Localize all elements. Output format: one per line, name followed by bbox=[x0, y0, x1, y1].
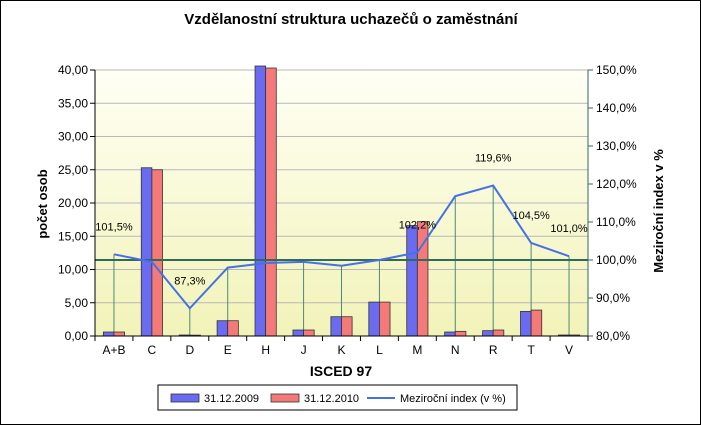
bar-2010 bbox=[379, 301, 391, 337]
x-tick-label: C bbox=[148, 343, 157, 357]
index-line bbox=[113, 184, 570, 310]
y2-tick-label: 80,0% bbox=[596, 329, 630, 343]
bar-2010 bbox=[303, 329, 315, 337]
bar-2010 bbox=[492, 329, 505, 337]
y-ticks-left: 0,00 5,00 10,00 15,00 20,00 25,00 30,00 35,00 40… bbox=[58, 63, 95, 343]
x-tick-label: H bbox=[261, 343, 270, 357]
y2-tick-label: 90,0% bbox=[596, 291, 630, 305]
legend-swatch-2010 bbox=[270, 393, 300, 403]
y-tick-label: 40,00 bbox=[58, 63, 88, 77]
bar-2010 bbox=[530, 309, 543, 337]
y-tick-label: 5,00 bbox=[65, 296, 89, 310]
legend-label-2009: 31.12.2009 bbox=[204, 393, 259, 405]
bar-2009 bbox=[330, 316, 342, 337]
x-axis-title: ISCED 97 bbox=[310, 363, 372, 379]
y2-tick-label: 120,0% bbox=[596, 177, 637, 191]
y-ticks-right: 80,0% 90,0% 100,0% 110,0% 120,0% 130,0% 140,0%… bbox=[588, 63, 637, 343]
index-data-label: 87,3% bbox=[174, 275, 205, 287]
index-data-label: 101,0% bbox=[550, 223, 588, 235]
y-tick-label: 15,00 bbox=[58, 229, 88, 243]
x-tick-label: E bbox=[224, 343, 232, 357]
x-ticks: A+B C D E H J K L M N R T V bbox=[94, 336, 589, 357]
bar-2010 bbox=[341, 316, 353, 337]
x-tick-label: K bbox=[337, 343, 345, 357]
y-tick-label: 20,00 bbox=[58, 196, 88, 210]
legend-label-2010: 31.12.2010 bbox=[304, 393, 359, 405]
y2-tick-label: 110,0% bbox=[596, 215, 636, 229]
bar-2009 bbox=[406, 225, 418, 337]
y2-tick-label: 100,0% bbox=[596, 253, 637, 267]
y-tick-label: 25,00 bbox=[58, 163, 88, 177]
legend-box bbox=[157, 384, 518, 411]
bar-2010 bbox=[227, 320, 239, 337]
x-tick-label: T bbox=[527, 343, 535, 357]
y2-tick-label: 150,0% bbox=[596, 63, 637, 77]
x-tick-label: R bbox=[489, 343, 498, 357]
y2-tick-label: 130,0% bbox=[596, 139, 637, 153]
bar-2009 bbox=[368, 301, 380, 337]
bar-2010 bbox=[151, 169, 163, 337]
bar-2009 bbox=[140, 167, 153, 337]
legend-swatch-2009 bbox=[170, 393, 200, 403]
bar-2009 bbox=[254, 65, 267, 337]
index-data-label: 102,2% bbox=[399, 219, 437, 231]
data-labels: 101,5% 87,3% 102,2% 119,6% 104,5%101,0% bbox=[95, 153, 588, 288]
index-data-label: 119,6% bbox=[475, 153, 512, 165]
y-tick-label: 30,00 bbox=[58, 130, 88, 144]
bar-2009 bbox=[520, 310, 532, 337]
y-tick-label: 10,00 bbox=[58, 263, 88, 277]
index-data-label: 101,5% bbox=[95, 221, 133, 233]
index-series-line bbox=[113, 184, 570, 310]
legend: 31.12.2009 31.12.2010 Meziroční index (v… bbox=[157, 384, 518, 411]
bar-2009 bbox=[102, 331, 115, 337]
y-axis-title: počet osob bbox=[35, 169, 50, 238]
y-tick-label: 35,00 bbox=[58, 96, 88, 110]
x-tick-label: L bbox=[376, 343, 383, 357]
x-tick-label: M bbox=[412, 343, 422, 357]
x-tick-label: V bbox=[565, 343, 573, 357]
bar-2009 bbox=[444, 331, 456, 337]
x-tick-label: J bbox=[301, 343, 307, 357]
y-tick-label: 0,00 bbox=[65, 329, 89, 343]
bar-2010 bbox=[454, 330, 467, 337]
y2-tick-label: 140,0% bbox=[596, 101, 637, 115]
bar-2009 bbox=[482, 330, 494, 337]
x-tick-label: D bbox=[185, 343, 194, 357]
x-tick-label: N bbox=[451, 343, 460, 357]
chart-title: Vzdělanostní struktura uchazečů o zaměst… bbox=[184, 11, 518, 28]
bar-2010 bbox=[265, 67, 277, 337]
y2-axis-title: Meziroční index v % bbox=[651, 149, 666, 273]
bar-2010 bbox=[113, 331, 125, 337]
x-tick-label: A+B bbox=[102, 343, 125, 357]
bar-2009 bbox=[216, 320, 229, 337]
index-data-label: 104,5% bbox=[512, 210, 550, 222]
bar-2009 bbox=[292, 329, 304, 337]
legend-label-index: Meziroční index (v %) bbox=[400, 393, 506, 405]
